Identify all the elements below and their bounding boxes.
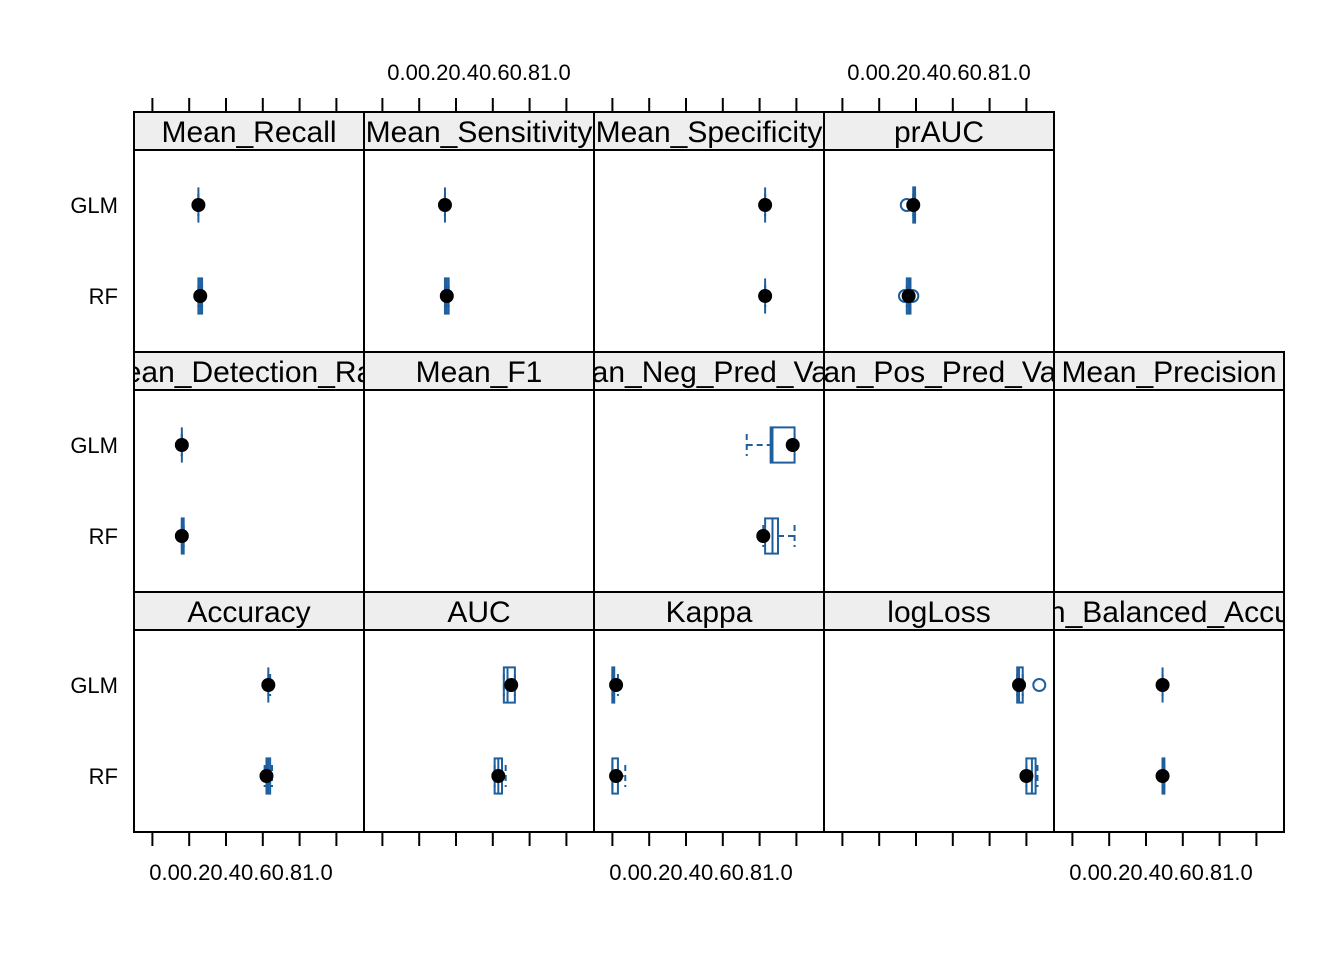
strip-label: Accuracy xyxy=(187,596,310,629)
panel-border xyxy=(363,389,595,593)
axis-tick-labels-top: 0.00.20.40.60.81.0 xyxy=(387,60,571,85)
panel-border xyxy=(823,629,1055,833)
panel-border xyxy=(133,629,365,833)
strip-background xyxy=(1053,351,1285,391)
model-label-glm: GLM xyxy=(70,673,118,698)
panel-mean-precision: Mean_Precision xyxy=(1053,351,1285,593)
axis-tick-labels-bottom: 0.00.20.40.60.81.0 xyxy=(609,860,793,885)
panel-border xyxy=(823,149,1055,353)
panel-marks xyxy=(174,427,189,555)
panel-marks xyxy=(758,187,773,314)
mean-dot-rf xyxy=(439,289,454,303)
panel-marks xyxy=(897,186,921,315)
axis-tick-labels-top: 0.00.20.40.60.81.0 xyxy=(847,60,1031,85)
panel-mean-neg-pred-value: Mean_Neg_Pred_Value xyxy=(550,351,868,593)
panel-border xyxy=(593,389,825,593)
panel-logloss: logLoss xyxy=(823,591,1055,833)
mean-dot-glm xyxy=(785,438,800,452)
panel-border xyxy=(133,389,365,593)
panel-kappa: Kappa xyxy=(593,591,825,833)
strip-label: Mean_Balanced_Accuracy xyxy=(991,596,1344,629)
strip-label: Mean_Neg_Pred_Value xyxy=(550,356,868,389)
strip-background xyxy=(363,591,595,631)
mean-dot-rf xyxy=(1155,769,1170,783)
model-label-rf: RF xyxy=(89,284,118,309)
strip-label: Mean_Detection_Rate xyxy=(100,356,399,389)
strip-label: Mean_Sensitivity xyxy=(366,116,593,149)
panel-mean-sensitivity: Mean_Sensitivity xyxy=(363,111,595,353)
mean-dot-glm xyxy=(906,198,921,212)
panel-border xyxy=(1053,389,1285,593)
mean-dot-rf xyxy=(609,769,624,783)
panel-mean-detection-rate: Mean_Detection_Rate xyxy=(100,351,399,593)
mean-dot-rf xyxy=(491,769,506,783)
strip-background xyxy=(133,351,365,391)
strip-background xyxy=(823,351,1055,391)
panel-border xyxy=(593,629,825,833)
panel-marks xyxy=(609,666,627,795)
strip-label: Mean_Precision xyxy=(1061,356,1276,389)
panel-border xyxy=(133,149,365,353)
strip-background xyxy=(1053,591,1285,631)
mean-dot-rf xyxy=(758,289,773,303)
panel-marks xyxy=(1155,667,1170,795)
panel-border xyxy=(363,629,595,833)
mean-dot-glm xyxy=(437,198,452,212)
panel-mean-balanced-accuracy: Mean_Balanced_Accuracy xyxy=(991,591,1344,833)
panel-marks xyxy=(745,426,800,555)
strip-background xyxy=(823,591,1055,631)
mean-dot-glm xyxy=(504,678,519,692)
panel-marks xyxy=(437,187,454,315)
axis-tick-labels-bottom: 0.00.20.40.60.81.0 xyxy=(149,860,333,885)
strip-background xyxy=(133,111,365,151)
mean-dot-glm xyxy=(174,438,189,452)
strip-background xyxy=(593,591,825,631)
mean-dot-rf xyxy=(259,769,274,783)
model-label-glm: GLM xyxy=(70,193,118,218)
panel-border xyxy=(823,389,1055,593)
mean-dot-glm xyxy=(609,678,624,692)
panel-border xyxy=(1053,629,1285,833)
strip-label: logLoss xyxy=(887,596,990,629)
model-label-rf: RF xyxy=(89,524,118,549)
mean-dot-glm xyxy=(261,678,276,692)
axis-tick-labels-bottom: 0.00.20.40.60.81.0 xyxy=(1069,860,1253,885)
panel-mean-f1: Mean_F1 xyxy=(363,351,595,593)
panel-accuracy: Accuracy xyxy=(133,591,365,833)
mean-dot-glm xyxy=(191,198,206,212)
panel-mean-recall: Mean_Recall xyxy=(133,111,365,353)
panel-marks xyxy=(491,666,519,795)
model-label-rf: RF xyxy=(89,764,118,789)
strip-label: Mean_F1 xyxy=(416,356,543,389)
strip-label: AUC xyxy=(447,596,510,629)
mean-dot-glm xyxy=(1155,678,1170,692)
strip-background xyxy=(823,111,1055,151)
mean-dot-glm xyxy=(1012,678,1027,692)
panel-auc: AUC xyxy=(363,591,595,833)
mean-dot-rf xyxy=(193,289,208,303)
strip-label: prAUC xyxy=(894,116,984,149)
panel-prauc: prAUC xyxy=(823,111,1055,353)
mean-dot-glm xyxy=(758,198,773,212)
panel-border xyxy=(363,149,595,353)
mean-dot-rf xyxy=(756,529,771,543)
panel-mean-specificity: Mean_Specificity xyxy=(593,111,825,353)
strip-label: Mean_Recall xyxy=(161,116,336,149)
panel-marks xyxy=(259,667,276,795)
strip-label: Kappa xyxy=(666,596,753,629)
model-label-glm: GLM xyxy=(70,433,118,458)
panel-border xyxy=(593,149,825,353)
strip-background xyxy=(133,591,365,631)
mean-dot-rf xyxy=(901,289,916,303)
strip-label: Mean_Specificity xyxy=(596,116,823,149)
panel-mean-pos-pred-value: Mean_Pos_Pred_Value xyxy=(782,351,1097,593)
outlier-glm xyxy=(1032,678,1047,692)
panel-marks xyxy=(1012,666,1047,795)
strip-label: Mean_Pos_Pred_Value xyxy=(782,356,1097,389)
mean-dot-rf xyxy=(1019,769,1034,783)
mean-dot-rf xyxy=(174,529,189,543)
panel-marks xyxy=(191,187,208,315)
